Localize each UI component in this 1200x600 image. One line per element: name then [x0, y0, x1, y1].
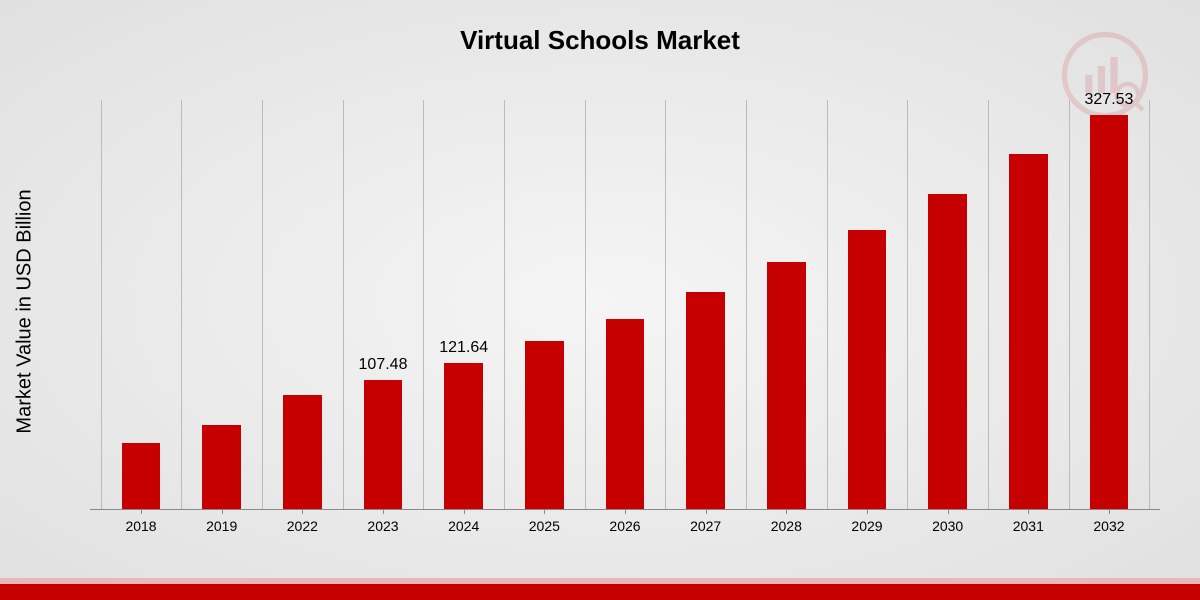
x-tick	[222, 509, 223, 514]
grid-line	[988, 100, 989, 509]
bar-value-label: 327.53	[1085, 91, 1134, 109]
grid-line	[181, 100, 182, 509]
grid-line	[1149, 100, 1150, 509]
x-tick-label: 2022	[287, 518, 318, 534]
bar	[1009, 154, 1048, 509]
x-tick	[141, 509, 142, 514]
bar	[444, 363, 483, 509]
x-tick	[867, 509, 868, 514]
x-tick	[706, 509, 707, 514]
x-tick-label: 2027	[690, 518, 721, 534]
chart-title: Virtual Schools Market	[0, 0, 1200, 56]
x-tick	[544, 509, 545, 514]
chart-area: 2018 2019 2022 107.48 2023 121.64 2024 2025 2026…	[90, 100, 1160, 540]
x-tick-label: 2029	[851, 518, 882, 534]
grid-line	[827, 100, 828, 509]
x-tick	[786, 509, 787, 514]
x-tick	[464, 509, 465, 514]
x-tick	[383, 509, 384, 514]
bar	[364, 380, 403, 509]
x-tick-label: 2024	[448, 518, 479, 534]
bar	[525, 341, 564, 509]
bottom-accent-bar	[0, 584, 1200, 600]
bar-value-label: 107.48	[359, 356, 408, 374]
grid-line	[907, 100, 908, 509]
bar	[202, 425, 241, 509]
x-tick-label: 2019	[206, 518, 237, 534]
bar	[283, 395, 322, 509]
x-tick-label: 2031	[1013, 518, 1044, 534]
bar-value-label: 121.64	[439, 339, 488, 357]
bar	[606, 319, 645, 509]
bar	[1090, 115, 1129, 509]
grid-line	[504, 100, 505, 509]
x-tick-label: 2028	[771, 518, 802, 534]
grid-line	[585, 100, 586, 509]
bar	[686, 292, 725, 509]
x-tick	[1109, 509, 1110, 514]
grid-line	[262, 100, 263, 509]
x-tick	[1028, 509, 1029, 514]
x-tick-label: 2025	[529, 518, 560, 534]
grid-line	[1069, 100, 1070, 509]
x-tick-label: 2018	[125, 518, 156, 534]
x-tick-label: 2032	[1093, 518, 1124, 534]
x-tick	[948, 509, 949, 514]
bar	[928, 194, 967, 509]
x-tick	[625, 509, 626, 514]
y-axis-label: Market Value in USD Billion	[14, 189, 37, 433]
grid-line	[423, 100, 424, 509]
plot-area: 201820192022107.482023121.64202420252026…	[90, 100, 1160, 510]
bar	[122, 443, 161, 509]
grid-line	[665, 100, 666, 509]
x-tick	[302, 509, 303, 514]
x-tick-label: 2023	[367, 518, 398, 534]
x-tick-label: 2030	[932, 518, 963, 534]
bar	[767, 262, 806, 509]
grid-line	[101, 100, 102, 509]
grid-line	[343, 100, 344, 509]
grid-line	[746, 100, 747, 509]
bar	[848, 230, 887, 509]
x-tick-label: 2026	[609, 518, 640, 534]
